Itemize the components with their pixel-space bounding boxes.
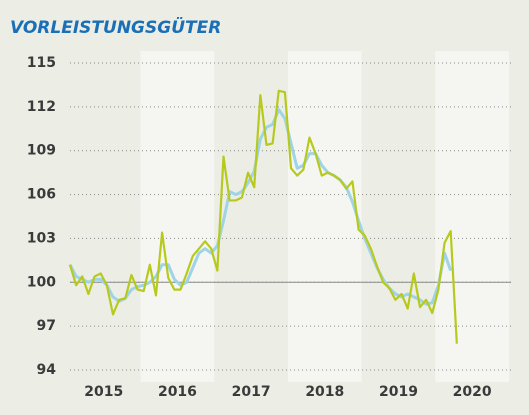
year-band — [435, 51, 510, 382]
year-band — [287, 51, 362, 382]
x-tick-label: 2020 — [453, 384, 492, 400]
series-line — [68, 89, 458, 344]
x-tick-label: 2018 — [305, 384, 344, 400]
year-band — [214, 51, 288, 382]
y-tick-label: 109 — [27, 143, 56, 159]
x-tick-label: 2017 — [232, 384, 271, 400]
x-tick-label: 2016 — [158, 384, 197, 400]
y-tick-label: 94 — [37, 362, 57, 378]
y-tick-label: 100 — [27, 274, 56, 290]
year-band — [66, 51, 141, 382]
y-tick-label: 106 — [27, 187, 56, 203]
y-tick-label: 115 — [27, 55, 56, 71]
x-tick-label: 2019 — [379, 384, 418, 400]
year-band — [361, 51, 436, 382]
chart-title: VORLEISTUNGSGÜTER — [10, 16, 221, 38]
y-tick-label: 112 — [27, 99, 56, 115]
x-tick-label: 2015 — [84, 384, 123, 400]
y-tick-label: 97 — [37, 318, 56, 334]
y-tick-label: 103 — [27, 230, 56, 246]
year-band — [140, 51, 215, 382]
